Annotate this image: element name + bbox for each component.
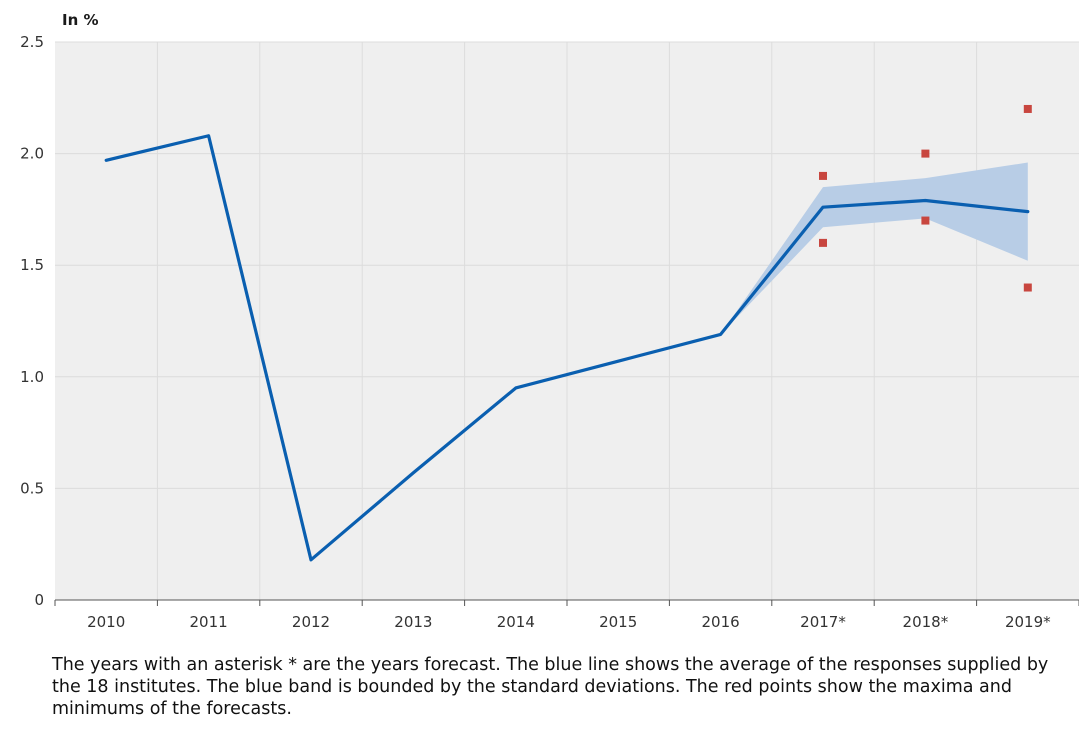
average-line (104, 134, 1030, 562)
y-tick-label: 0.5 (20, 479, 44, 497)
x-tick-label: 2015 (599, 613, 637, 631)
y-tick-label: 1.0 (20, 368, 44, 386)
x-tick-label: 2019* (1005, 613, 1051, 631)
chart: In % 00.51.01.52.02.5 2010 2011 2012 2013 20… (20, 11, 1079, 631)
max-point (819, 171, 827, 180)
x-tick-label: 2014 (497, 613, 535, 631)
max-point (1023, 104, 1032, 113)
x-tick-label: 2012 (292, 613, 330, 631)
unit-label: In % (62, 11, 99, 29)
x-tick-label: 2010 (87, 613, 125, 631)
y-tick-labels: 0 0.5 1.0 1.5 2.0 2.5 (20, 33, 44, 609)
axes (54, 599, 1079, 606)
min-point (1023, 283, 1032, 292)
x-tick-label: 2018* (903, 613, 949, 631)
y-tick-label: 1.5 (20, 256, 44, 274)
y-tick-label: 2.5 (20, 33, 44, 51)
x-tick-label: 2017* (800, 613, 846, 631)
x-tick-label: 2011 (190, 613, 228, 631)
max-point (921, 149, 930, 158)
min-point (819, 238, 827, 247)
average-line-path (104, 134, 1030, 562)
std-dev-band (720, 162, 1028, 335)
x-tick-label: 2016 (702, 613, 740, 631)
y-tick-label: 0 (34, 591, 44, 609)
gridlines (55, 41, 1079, 600)
std-dev-band-area (720, 162, 1028, 335)
chart-caption: The years with an asterisk * are the yea… (52, 655, 1049, 719)
y-tick-label: 2.0 (20, 145, 44, 163)
x-tick-label: 2013 (394, 613, 432, 631)
x-tick-labels: 2010 2011 2012 2013 2014 2015 2016 2017* 2018* 20… (87, 613, 1051, 631)
min-max-points (819, 104, 1032, 292)
min-point (921, 216, 930, 225)
